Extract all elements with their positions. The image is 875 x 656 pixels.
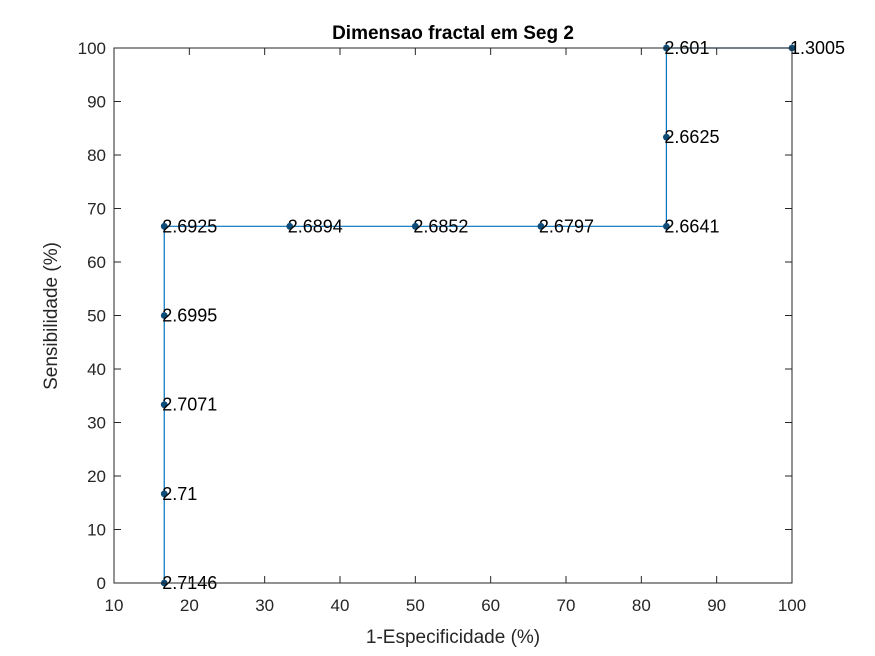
series-line [163, 47, 792, 583]
data-point [663, 133, 670, 141]
series-markers [160, 44, 796, 587]
y-tick-label: 80 [87, 146, 106, 165]
data-point [663, 222, 670, 230]
y-tick-label: 10 [87, 521, 106, 540]
data-point [537, 222, 545, 230]
data-label: 2.6797 [539, 216, 594, 236]
plot-frame [113, 47, 793, 584]
y-tick-label: 40 [87, 360, 106, 379]
x-axis-label: 1-Especificidade (%) [366, 627, 540, 648]
data-label: 2.71 [162, 484, 197, 504]
y-tick-label: 100 [78, 39, 106, 58]
x-tick-label: 20 [180, 596, 199, 615]
y-tick-label: 90 [87, 93, 106, 112]
y-tick-label: 20 [87, 467, 106, 486]
x-tick-label: 50 [406, 596, 425, 615]
data-label: 2.6625 [664, 127, 719, 147]
x-tick-label: 80 [632, 596, 651, 615]
data-label: 2.7071 [162, 395, 217, 415]
data-point [411, 222, 419, 230]
x-tick-label: 70 [557, 596, 576, 615]
x-tick-label: 10 [105, 596, 124, 615]
data-point [286, 222, 294, 230]
y-tick-label: 60 [87, 253, 106, 272]
data-point [160, 401, 168, 409]
y-axis: 0 10 20 30 40 50 60 70 80 90 100 [78, 39, 792, 593]
y-tick-label: 70 [87, 200, 106, 219]
x-tick-label: 90 [707, 596, 726, 615]
plot-area [114, 48, 792, 583]
data-label: 1.3005 [790, 38, 845, 58]
chart-title: Dimensao fractal em Seg 2 [332, 23, 574, 44]
x-tick-label: 40 [331, 596, 350, 615]
data-point [160, 312, 168, 319]
data-label: 2.6641 [664, 216, 719, 236]
x-tick-label: 30 [255, 596, 274, 615]
data-label: 2.6925 [162, 216, 217, 236]
x-tick-label: 60 [481, 596, 500, 615]
y-tick-label: 50 [87, 307, 106, 326]
y-axis-label: Sensibilidade (%) [41, 242, 62, 390]
x-axis: 10 20 30 40 50 60 70 80 90 100 [105, 48, 806, 615]
y-tick-label: 30 [87, 414, 106, 433]
y-tick-label: 0 [97, 574, 106, 593]
data-point [160, 490, 168, 498]
data-point [160, 222, 168, 230]
data-label: 2.6852 [413, 216, 468, 236]
data-label: 2.6995 [162, 306, 217, 326]
data-label: 2.6894 [288, 216, 343, 236]
x-tick-label: 100 [778, 596, 806, 615]
